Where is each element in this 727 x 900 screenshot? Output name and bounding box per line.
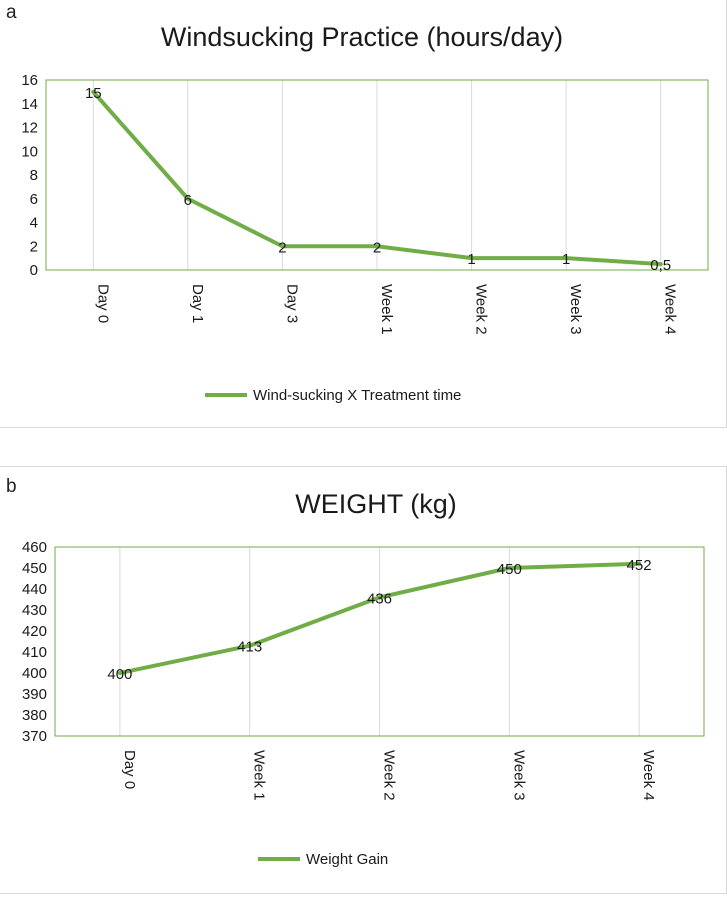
data-point bbox=[247, 643, 252, 648]
x-tick-label: Week 1 bbox=[378, 284, 395, 335]
x-tick-label: Day 0 bbox=[94, 284, 111, 323]
y-tick-label: 8 bbox=[30, 167, 38, 184]
y-tick-label: 460 bbox=[22, 539, 47, 556]
legend: Wind-sucking X Treatment time bbox=[205, 387, 461, 404]
data-point bbox=[507, 566, 512, 570]
data-point bbox=[280, 244, 285, 249]
legend-label: Wind-sucking X Treatment time bbox=[253, 387, 461, 404]
y-tick-label: 390 bbox=[22, 686, 47, 703]
plot-area bbox=[45, 79, 709, 271]
x-tick-label: Day 3 bbox=[283, 284, 300, 323]
legend-label: Weight Gain bbox=[306, 851, 388, 868]
y-tick-label: 2 bbox=[30, 238, 38, 255]
data-label: 413 bbox=[237, 639, 262, 656]
data-point bbox=[469, 256, 474, 261]
data-point bbox=[185, 196, 190, 201]
y-tick-label: 410 bbox=[22, 644, 47, 661]
data-point bbox=[375, 244, 379, 249]
y-tick-label: 12 bbox=[21, 120, 38, 137]
weight-chart: WEIGHT (kg) 370 380 390 400 410 420 430 440 450 4… bbox=[22, 489, 705, 868]
data-point bbox=[564, 256, 569, 261]
data-label: 400 bbox=[107, 666, 132, 683]
x-tick-label: Week 3 bbox=[510, 750, 527, 801]
y-tick-label: 16 bbox=[21, 72, 38, 89]
y-tick-label: 420 bbox=[22, 623, 47, 640]
x-tick-label: Week 2 bbox=[473, 284, 490, 335]
y-tick-label: 450 bbox=[22, 560, 47, 577]
data-label: 436 bbox=[367, 590, 392, 607]
x-tick-label: Week 4 bbox=[640, 750, 657, 801]
chart-panel-b: b WEIGHT (kg) 370 380 390 400 410 420 430 440 45… bbox=[0, 466, 727, 894]
y-tick-label: 400 bbox=[22, 665, 47, 682]
y-tick-label: 0 bbox=[30, 262, 38, 279]
y-tick-label: 440 bbox=[22, 581, 47, 598]
data-point bbox=[658, 262, 663, 267]
plot-area bbox=[54, 546, 705, 737]
y-tick-label: 430 bbox=[22, 602, 47, 619]
chart-title: WEIGHT (kg) bbox=[295, 489, 457, 519]
x-tick-label: Day 0 bbox=[121, 750, 138, 789]
data-label: 2 bbox=[373, 239, 381, 256]
panel-label-b: b bbox=[6, 476, 17, 497]
y-tick-label: 380 bbox=[22, 707, 47, 724]
x-tick-label: Week 4 bbox=[662, 284, 679, 335]
data-point bbox=[91, 89, 96, 94]
panel-label-a: a bbox=[6, 2, 17, 23]
y-tick-label: 370 bbox=[22, 728, 47, 745]
chart-title: Windsucking Practice (hours/day) bbox=[161, 22, 563, 52]
data-point bbox=[637, 561, 642, 566]
x-tick-label: Week 1 bbox=[251, 750, 268, 801]
data-label: 1 bbox=[467, 251, 475, 268]
data-label: 2 bbox=[278, 239, 286, 256]
data-label: 452 bbox=[627, 557, 652, 574]
x-tick-label: Week 3 bbox=[567, 284, 584, 335]
data-point bbox=[377, 595, 382, 600]
x-tick-label: Week 2 bbox=[381, 750, 398, 801]
data-label: 0,5 bbox=[650, 257, 671, 274]
data-label: 15 bbox=[85, 85, 102, 102]
data-label: 450 bbox=[497, 561, 522, 578]
y-tick-label: 4 bbox=[30, 215, 38, 232]
legend: Weight Gain bbox=[258, 851, 388, 868]
data-point bbox=[117, 671, 122, 675]
data-label: 1 bbox=[562, 251, 570, 268]
x-tick-label: Day 1 bbox=[189, 284, 206, 323]
y-tick-label: 14 bbox=[21, 96, 38, 113]
chart-panel-a: a Windsucking Practice (hours/day) 0 2 4 6 8… bbox=[0, 0, 727, 428]
data-label: 6 bbox=[184, 192, 192, 209]
y-tick-label: 6 bbox=[30, 191, 38, 208]
windsucking-chart: Windsucking Practice (hours/day) 0246810… bbox=[21, 22, 709, 404]
y-tick-label: 10 bbox=[21, 143, 38, 160]
